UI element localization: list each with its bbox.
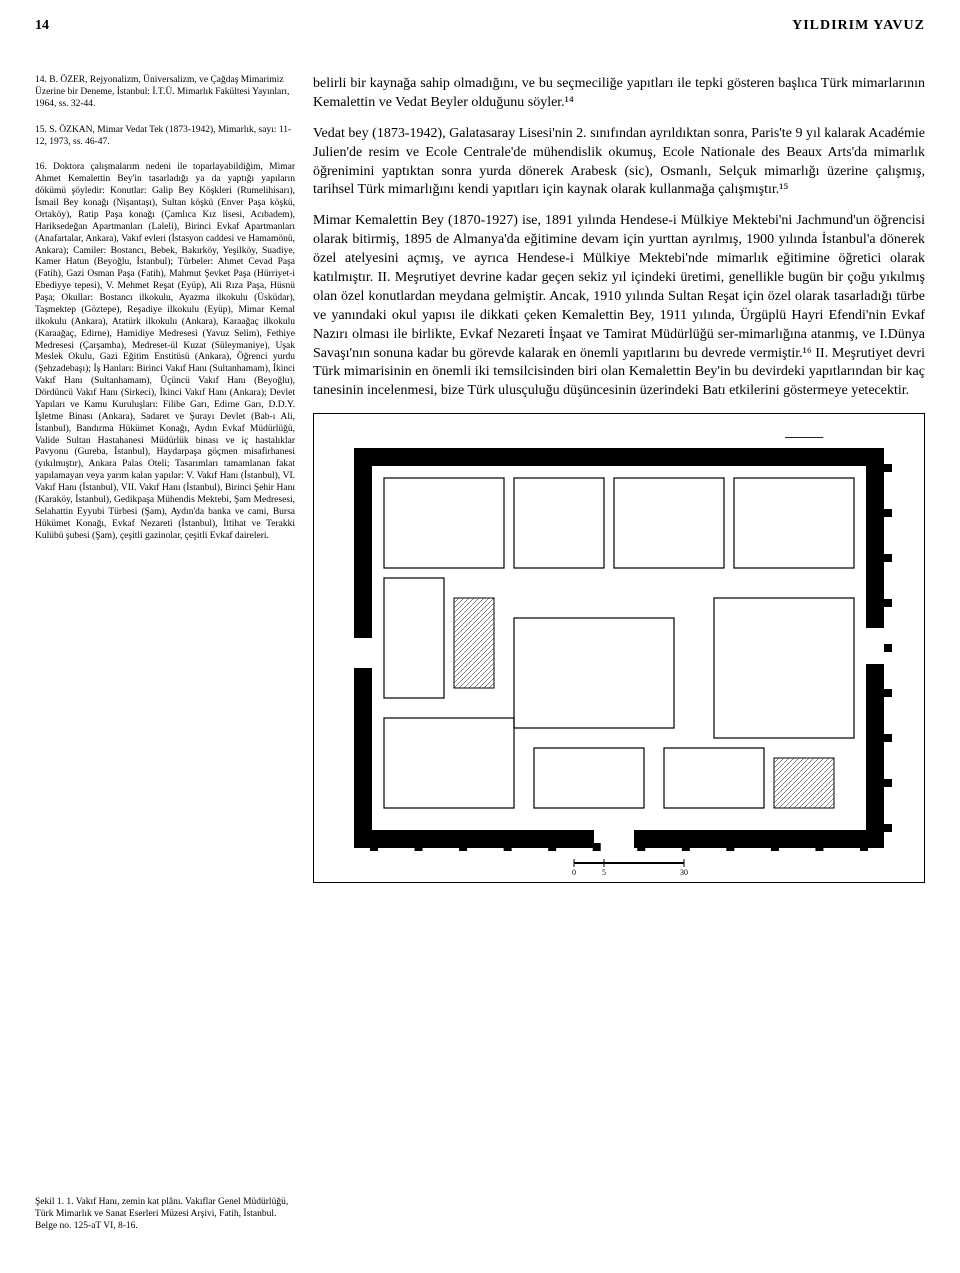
body-paragraph-1: belirli bir kaynağa sahip olmadığını, ve…	[313, 75, 925, 113]
body-column: belirli bir kaynağa sahip olmadığını, ve…	[313, 75, 925, 883]
arabic-title: ـــــــــــــ	[784, 430, 824, 441]
footnote-14: 14. B. ÖZER, Rejyonalizm, Üniversalizm, …	[35, 75, 295, 111]
body-paragraph-3: Mimar Kemalettin Bey (1870-1927) ise, 18…	[313, 212, 925, 401]
floorplan-svg: 0 5 30 ـــــــــــــ	[314, 414, 924, 882]
footnote-15: 15. S. ÖZKAN, Mimar Vedat Tek (1873-1942…	[35, 125, 295, 149]
header-author: YILDIRIM YAVUZ	[792, 18, 925, 34]
content-area: 14. B. ÖZER, Rejyonalizm, Üniversalizm, …	[35, 75, 925, 883]
footnotes-column: 14. B. ÖZER, Rejyonalizm, Üniversalizm, …	[35, 75, 295, 883]
svg-text:30: 30	[680, 868, 688, 877]
figure-1-caption: Şekil 1. 1. Vakıf Hanı, zemin kat plânı.…	[35, 1197, 295, 1233]
footnote-16: 16. Doktora çalışmalarım nedeni ile topa…	[35, 162, 295, 542]
body-paragraph-2: Vedat bey (1873-1942), Galatasaray Lises…	[313, 125, 925, 201]
figure-1-floorplan: 0 5 30 ـــــــــــــ	[313, 413, 925, 883]
svg-text:0: 0	[572, 868, 576, 877]
page-number: 14	[35, 18, 49, 34]
svg-text:5: 5	[602, 868, 606, 877]
